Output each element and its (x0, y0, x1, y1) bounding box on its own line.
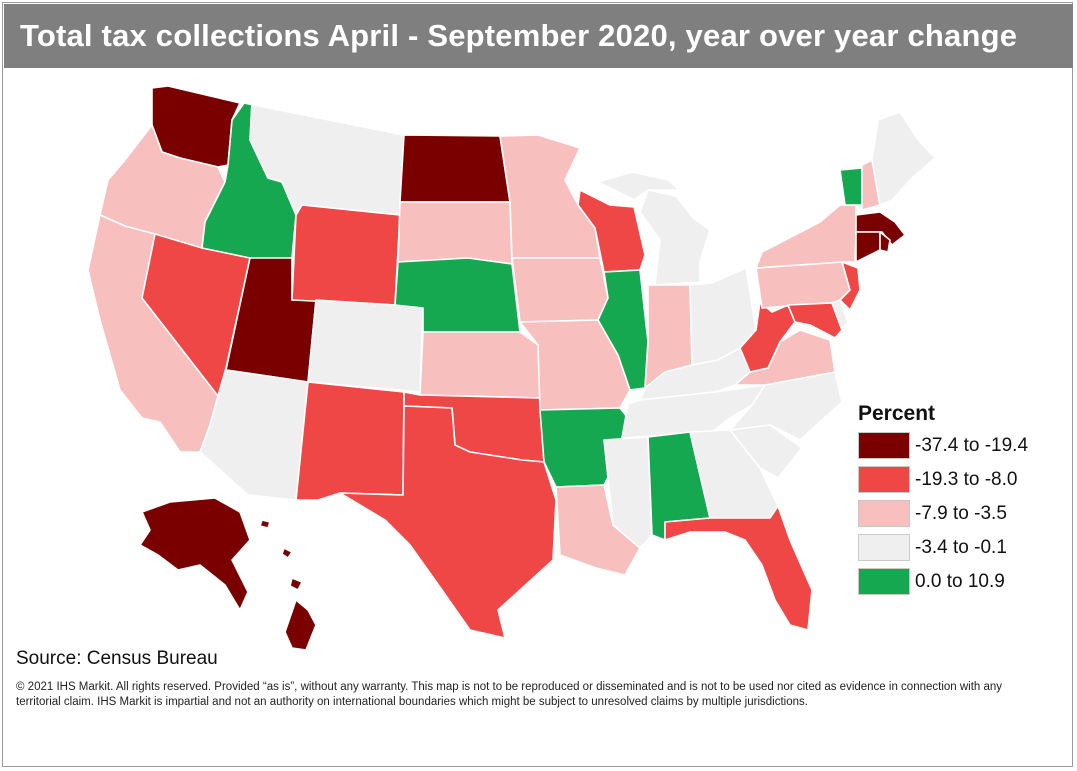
map-title: Total tax collections April - September … (20, 18, 1018, 53)
state-hi-isle3 (289, 577, 303, 591)
legend: Percent -37.4 to -19.4 -19.3 to -8.0 -7.… (858, 402, 1058, 602)
state-vt (839, 167, 863, 206)
state-mi-up (597, 171, 681, 201)
state-co (307, 299, 424, 393)
state-ak (139, 497, 251, 611)
legend-item: -37.4 to -19.4 (858, 432, 1058, 459)
legend-label: -3.4 to -0.1 (915, 536, 1007, 558)
source-text: Source: Census Bureau (16, 648, 218, 669)
disclaimer-text: © 2021 IHS Markit. All rights reserved. … (16, 681, 1003, 708)
legend-title: Percent (858, 402, 936, 425)
legend-label: -7.9 to -3.5 (915, 502, 1007, 524)
legend-item: -7.9 to -3.5 (858, 500, 1058, 527)
state-sd (397, 201, 513, 265)
state-il (597, 269, 649, 391)
legend-item: -19.3 to -8.0 (858, 466, 1058, 493)
state-me (871, 111, 936, 206)
state-ny (755, 204, 857, 269)
state-fl (664, 505, 813, 631)
legend-item: -3.4 to -0.1 (858, 534, 1058, 561)
state-hi-isle2 (281, 547, 293, 559)
state-hi (284, 599, 317, 651)
state-la (555, 484, 641, 576)
legend-swatch (858, 466, 910, 493)
state-wy (291, 204, 401, 306)
state-nj (839, 261, 861, 311)
legend-label: -19.3 to -8.0 (915, 468, 1018, 490)
legend-swatch (858, 568, 910, 595)
state-tx (339, 405, 557, 639)
state-ia (511, 257, 609, 323)
legend-swatch (858, 432, 910, 459)
state-ms (603, 436, 653, 549)
legend-swatch (858, 500, 910, 527)
state-mi (639, 189, 711, 286)
state-hi-isle1 (259, 519, 271, 529)
legend-item: 0.0 to 10.9 (858, 568, 1058, 595)
state-de (831, 299, 849, 331)
state-nc (729, 371, 843, 441)
state-ks (419, 331, 541, 399)
state-nm (295, 381, 405, 501)
state-ct (855, 231, 881, 263)
state-ri (879, 231, 891, 253)
legend-swatch (858, 534, 910, 561)
state-nd (399, 134, 511, 203)
title-bar: Total tax collections April - September … (4, 4, 1073, 68)
legend-label: -37.4 to -19.4 (915, 434, 1029, 456)
legend-label: 0.0 to 10.9 (915, 570, 1005, 592)
